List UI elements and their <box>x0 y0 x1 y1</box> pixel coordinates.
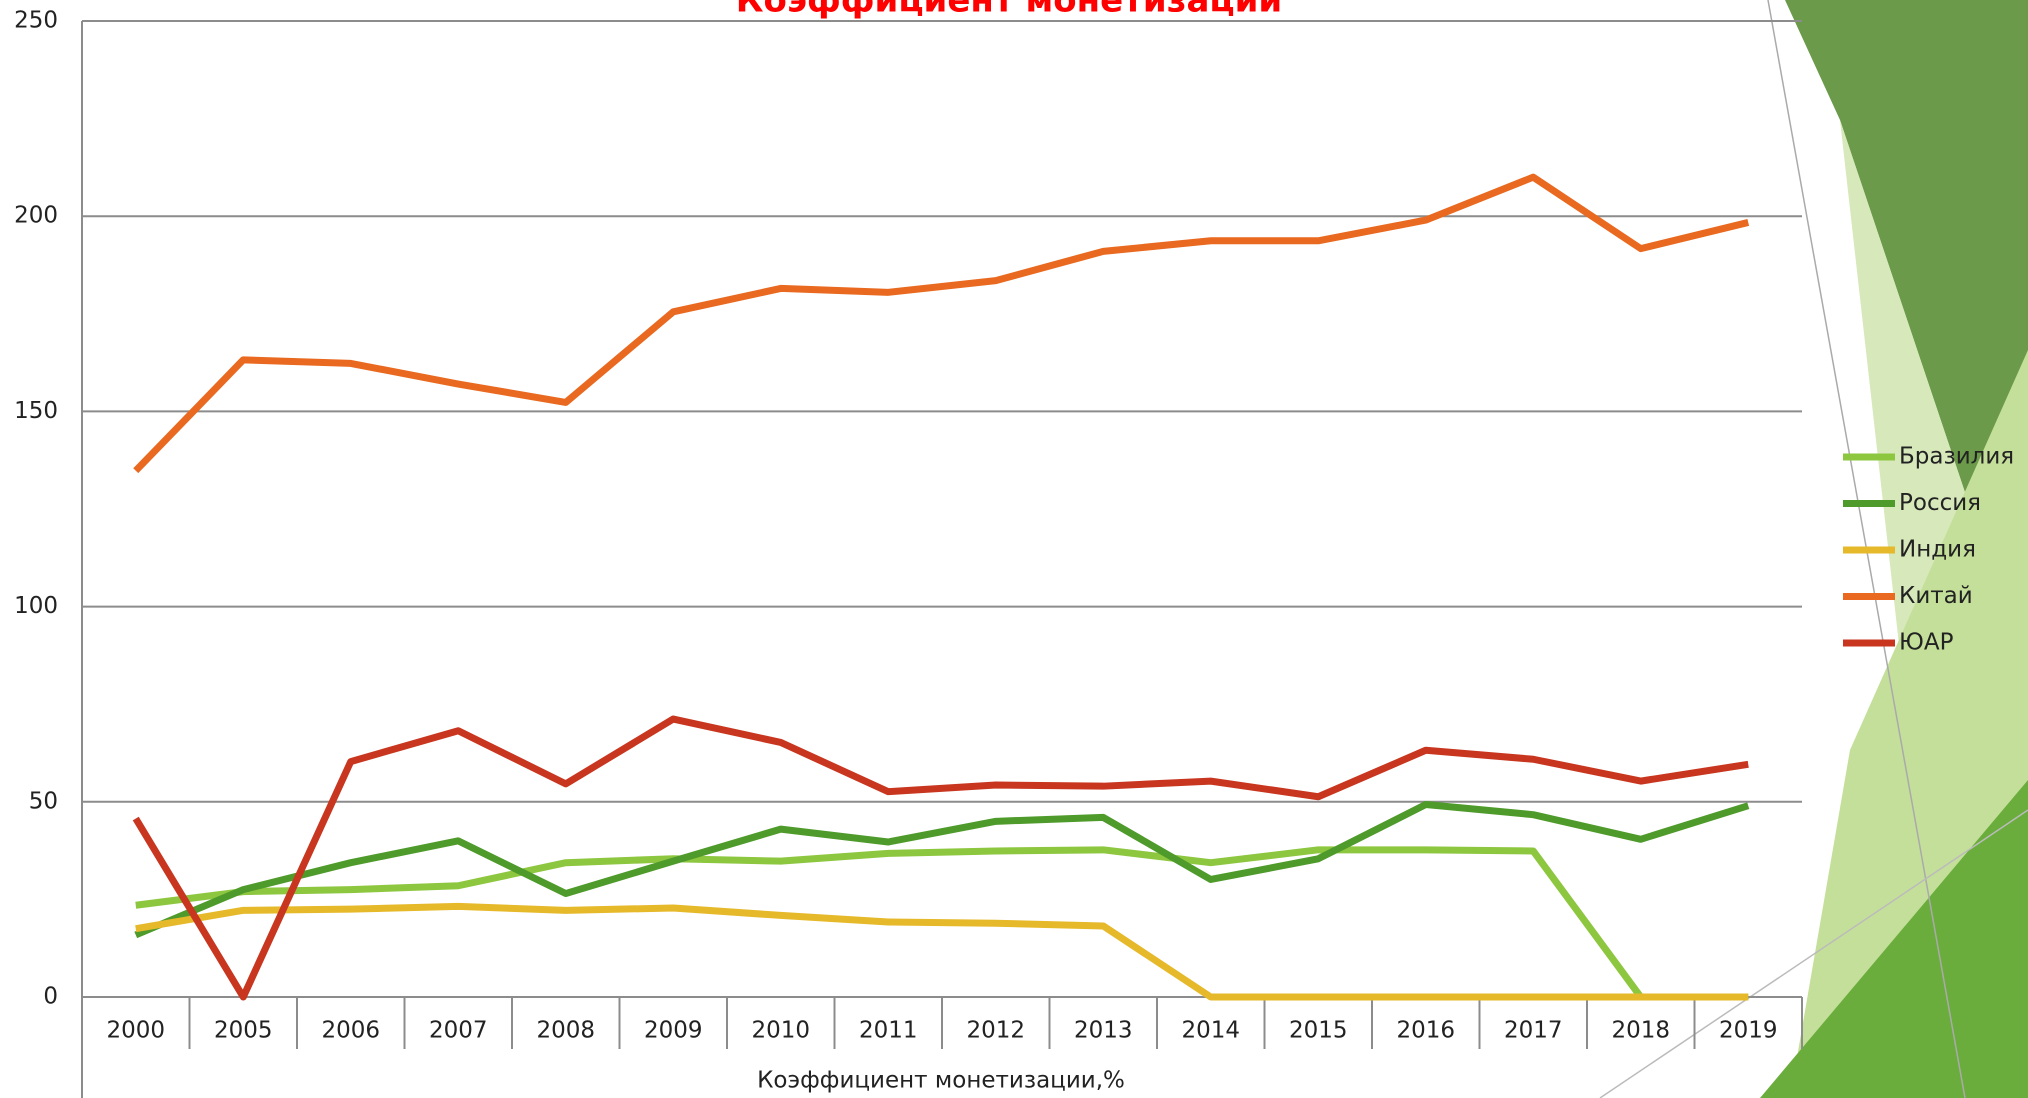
y-tick-label: 200 <box>14 203 58 229</box>
legend-label: ЮАР <box>1899 630 1954 656</box>
x-tick-label: 2008 <box>536 1018 595 1044</box>
y-tick-label: 150 <box>14 398 58 424</box>
y-tick-label: 100 <box>14 593 58 619</box>
x-axis-title: Коэффициент монетизации,% <box>757 1068 1125 1094</box>
x-tick-label: 2016 <box>1396 1018 1455 1044</box>
x-tick-label: 2010 <box>751 1018 810 1044</box>
chart-title: Коэффициент монетизации <box>736 0 1283 21</box>
x-tick-label: 2007 <box>429 1018 488 1044</box>
x-tick-label: 2009 <box>644 1018 703 1044</box>
y-tick-label: 0 <box>43 984 58 1010</box>
x-tick-label: 2015 <box>1289 1018 1348 1044</box>
chart: Коэффициент монетизации Коэффициент моне… <box>0 0 2028 1098</box>
x-tick-label: 2012 <box>966 1018 1025 1044</box>
x-tick-label: 2005 <box>214 1018 273 1044</box>
series-line <box>136 805 1749 935</box>
legend-label: Бразилия <box>1899 444 2014 470</box>
x-tick-label: 2018 <box>1611 1018 1670 1044</box>
x-tick-label: 2011 <box>859 1018 918 1044</box>
series-line <box>136 177 1749 471</box>
x-tick-label: 2014 <box>1181 1018 1240 1044</box>
series-line <box>136 906 1749 997</box>
x-tick-label: 2017 <box>1504 1018 1563 1044</box>
x-tick-label: 2000 <box>106 1018 165 1044</box>
y-tick-label: 250 <box>14 8 58 34</box>
x-tick-label: 2006 <box>321 1018 380 1044</box>
legend-label: Индия <box>1899 537 1976 563</box>
y-tick-label: 50 <box>29 788 58 814</box>
legend-label: Россия <box>1899 490 1981 516</box>
x-tick-label: 2019 <box>1719 1018 1778 1044</box>
page: Коэффициент монетизации Коэффициент моне… <box>0 0 2028 1098</box>
legend-label: Китай <box>1899 583 1973 609</box>
x-tick-label: 2013 <box>1074 1018 1133 1044</box>
